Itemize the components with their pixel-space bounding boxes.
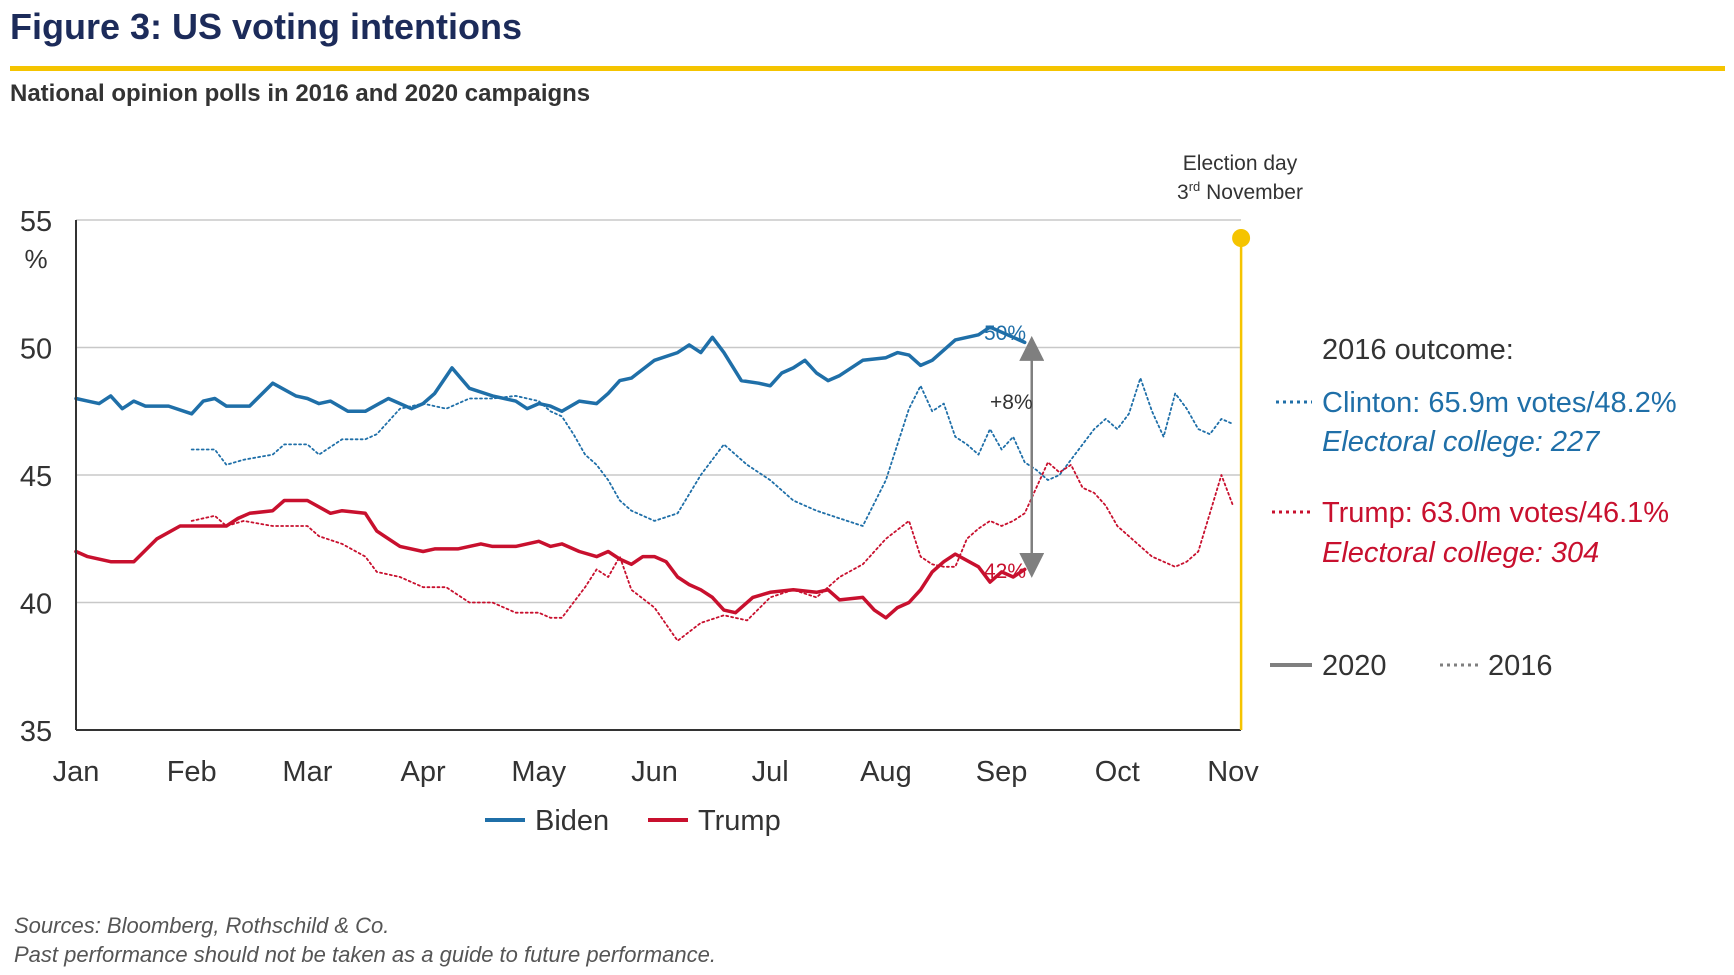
page-title: Figure 3: US voting intentions xyxy=(10,6,522,47)
disclaimer-note: Past performance should not be taken as … xyxy=(14,942,716,967)
x-tick-label-apr: Apr xyxy=(401,756,446,788)
trump-end-label: 42% xyxy=(984,560,1026,583)
y-tick-label-55: 55 xyxy=(20,206,52,238)
legend-trump-label: Trump xyxy=(698,805,781,837)
x-tick-label-nov: Nov xyxy=(1207,756,1259,788)
series-line-trump-2016-2016 xyxy=(190,461,1234,642)
election-day-date-number: 3 xyxy=(1177,181,1189,204)
biden-end-label: 50% xyxy=(984,322,1026,345)
y-tick-label-40: 40 xyxy=(20,589,52,621)
series-line-biden-2020 xyxy=(74,325,1027,416)
x-tick-label-feb: Feb xyxy=(167,756,217,788)
source-note: Sources: Bloomberg, Rothschild & Co. xyxy=(14,913,390,938)
x-tick-label-mar: Mar xyxy=(282,756,332,788)
y-tick-label-45: 45 xyxy=(20,461,52,493)
x-tick-label-aug: Aug xyxy=(860,756,912,788)
style-legend-dotted-label: 2016 xyxy=(1488,650,1553,682)
style-legend-solid-label: 2020 xyxy=(1322,650,1387,682)
y-tick-label-50: 50 xyxy=(20,334,52,366)
series-line-trump-2020 xyxy=(74,498,1027,620)
election-day-marker xyxy=(1232,229,1251,247)
x-tick-label-jul: Jul xyxy=(752,756,789,788)
election-day-date-month: November xyxy=(1200,181,1303,204)
x-tick-label-may: May xyxy=(511,756,566,788)
x-tick-label-jan: Jan xyxy=(53,756,100,788)
gap-label: +8% xyxy=(990,391,1033,414)
trump2016-outcome-line2: Electoral college: 304 xyxy=(1322,537,1599,569)
trump2016-outcome-line1: Trump: 63.0m votes/46.1% xyxy=(1322,497,1669,529)
x-tick-label-oct: Oct xyxy=(1095,756,1140,788)
election-day-date-ordinal: rd xyxy=(1189,179,1201,194)
x-tick-label-sep: Sep xyxy=(976,756,1028,788)
election-day-label-line2: 3rd November xyxy=(1177,179,1303,204)
page-subtitle: National opinion polls in 2016 and 2020 … xyxy=(10,80,591,107)
election-day-label-line1: Election day xyxy=(1183,152,1298,175)
x-tick-label-jun: Jun xyxy=(631,756,678,788)
y-axis-unit-label: % xyxy=(24,244,47,274)
clinton-outcome-line2: Electoral college: 227 xyxy=(1322,426,1601,458)
outcome-heading: 2016 outcome: xyxy=(1322,334,1514,366)
legend-biden-label: Biden xyxy=(535,805,609,837)
title-underline xyxy=(10,66,1725,71)
y-tick-label-35: 35 xyxy=(20,716,52,748)
clinton-outcome-line1: Clinton: 65.9m votes/48.2% xyxy=(1322,387,1677,419)
series-line-clinton-2016 xyxy=(190,377,1234,527)
